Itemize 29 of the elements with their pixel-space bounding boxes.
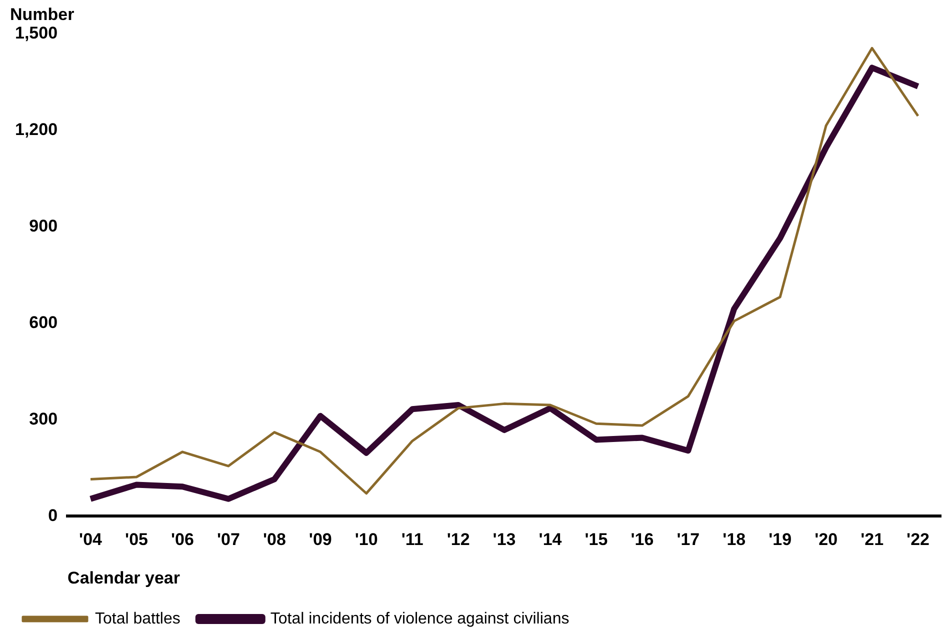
y-tick-label: 600 [29, 313, 58, 332]
y-tick-label: 300 [29, 409, 58, 428]
x-tick-label: '11 [401, 530, 424, 550]
x-tick-label: '16 [630, 530, 654, 550]
x-tick-label: '05 [125, 530, 148, 550]
x-tick-label: '17 [676, 530, 700, 550]
y-tick-label: 1,500 [14, 24, 58, 43]
x-tick-label: '12 [446, 530, 470, 550]
x-tick-label: '07 [216, 530, 240, 550]
x-tick-label: '08 [262, 530, 286, 550]
x-tick-label: '06 [170, 530, 194, 550]
x-tick-label: '18 [722, 530, 746, 550]
x-tick-label: '09 [308, 530, 332, 550]
x-tick-label: '22 [906, 530, 930, 550]
legend-label: Total battles [95, 610, 180, 628]
y-tick-label: 1,200 [14, 120, 58, 140]
x-axis-title: Calendar year [68, 568, 180, 588]
y-tick-label: 900 [29, 216, 58, 236]
x-tick-label: '10 [354, 530, 378, 550]
x-tick-label: '04 [79, 530, 103, 550]
x-tick-label: '15 [584, 530, 608, 550]
y-axis-title: Number [10, 5, 75, 24]
x-tick-label: '19 [768, 530, 792, 550]
x-tick-label: '21 [860, 530, 884, 550]
x-tick-label: '20 [814, 530, 838, 550]
y-tick-label: 0 [48, 506, 58, 525]
x-tick-label: '13 [492, 530, 516, 550]
x-tick-label: '14 [538, 530, 562, 550]
legend-label: Total incidents of violence against civilians [270, 610, 570, 628]
